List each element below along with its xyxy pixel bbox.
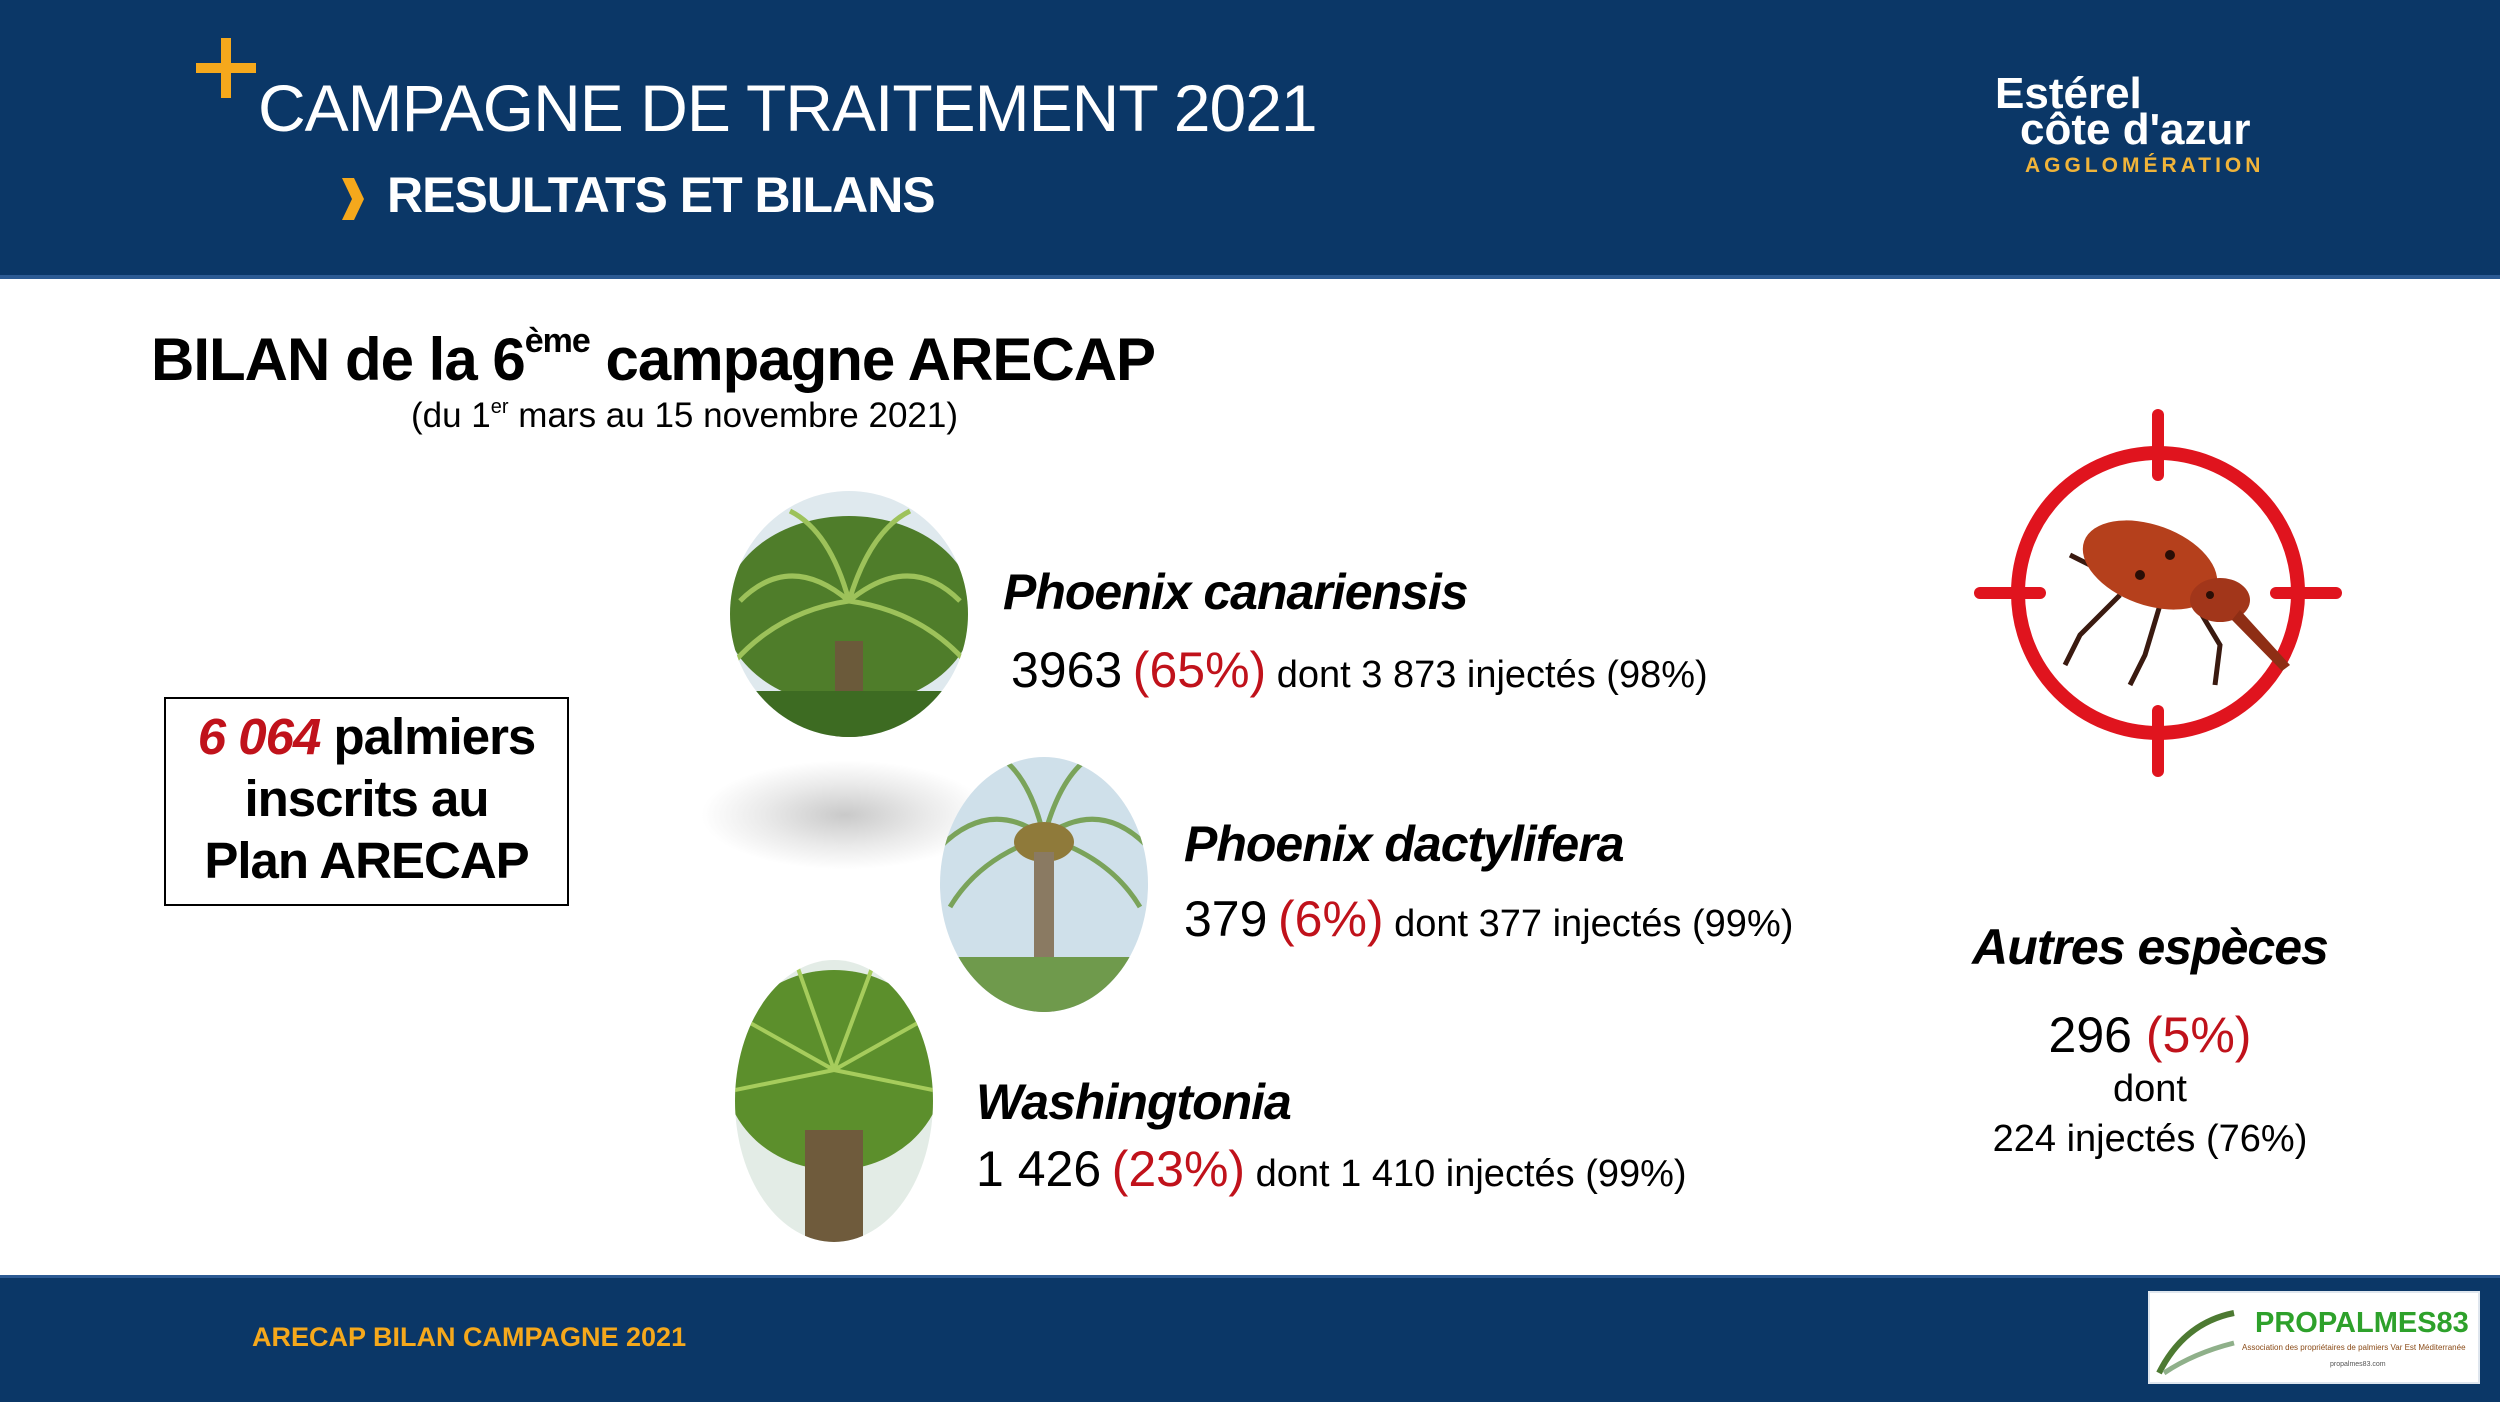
slide-title: CAMPAGNE DE TRAITEMENT 2021 <box>258 71 1318 145</box>
propalmes-logo: PROPALMES83 Association des propriétaire… <box>2148 1291 2480 1384</box>
other-species: Autres espèces 296 (5%) dont 224 injecté… <box>1900 918 2400 1164</box>
species-stats: 1 426 (23%) dont 1 410 injectés (99%) <box>976 1140 1687 1198</box>
esterel-logo: Estérel côte d'azur AGGLOMÉRATION <box>1990 72 2280 182</box>
logo-line1: Estérel <box>1995 69 2142 118</box>
dates-text: (du 1 <box>411 396 491 435</box>
species-name: Phoenix canariensis <box>1003 564 1469 620</box>
heading-text-end: campagne ARECAP <box>589 326 1156 393</box>
species-stats: 379 (6%) dont 377 injectés (99%) <box>1184 890 1793 948</box>
species-detail: dont 3 873 injectés (98%) <box>1276 654 1708 696</box>
phoenix-canariensis-photo <box>730 491 968 737</box>
page-heading: BILAN de la 6ème campagne ARECAP <box>151 322 1156 394</box>
plus-icon <box>196 38 256 98</box>
image-shadow <box>700 760 990 870</box>
weevil-target-icon <box>1974 409 2342 777</box>
other-species-name: Autres espèces <box>1972 919 2329 975</box>
phoenix-dactylifera-photo <box>940 757 1148 1012</box>
summary-text: palmiers <box>320 708 536 765</box>
washingtonia-photo <box>735 960 933 1242</box>
species-detail: dont 377 injectés (99%) <box>1394 903 1794 945</box>
propalmes-tagline: Association des propriétaires de palmier… <box>2242 1343 2466 1352</box>
summary-box: 6 064 palmiers inscrits au Plan ARECAP <box>164 697 569 906</box>
other-count: 296 <box>2048 1007 2132 1063</box>
other-detail: 224 injectés (76%) <box>1992 1118 2308 1160</box>
date-range: (du 1er mars au 15 novembre 2021) <box>411 396 958 436</box>
species-name: Phoenix dactylifera <box>1184 816 1624 872</box>
logo-line2: côte d'azur <box>2020 105 2251 154</box>
slide-subtitle: RESULTATS ET BILANS <box>387 167 936 223</box>
dates-sup: er <box>490 396 509 418</box>
species-count: 3963 <box>1011 642 1123 698</box>
species-percent: (65%) <box>1132 642 1267 698</box>
palm-frond-icon <box>2156 1310 2235 1376</box>
species-name: Washingtonia <box>976 1074 1292 1130</box>
summary-text: Plan ARECAP <box>204 832 529 889</box>
species-count: 379 <box>1184 891 1268 947</box>
species-stats: 3963 (65%) dont 3 873 injectés (98%) <box>1011 641 1708 699</box>
propalmes-name: PROPALMES83 <box>2255 1307 2469 1339</box>
other-species-count: 296 (5%) <box>1900 1006 2400 1064</box>
propalmes-site: propalmes83.com <box>2330 1361 2386 1368</box>
chevron-right-icon <box>342 178 364 220</box>
species-percent: (6%) <box>1278 891 1384 947</box>
header-banner <box>0 0 2500 279</box>
logo-line3: AGGLOMÉRATION <box>2025 154 2265 177</box>
footer-banner <box>0 1275 2500 1402</box>
total-count: 6 064 <box>197 708 322 765</box>
heading-sup: ème <box>524 322 591 360</box>
species-count: 1 426 <box>976 1141 1102 1197</box>
species-percent: (23%) <box>1111 1141 1246 1197</box>
summary-text: inscrits au <box>244 770 489 827</box>
species-detail: dont 1 410 injectés (99%) <box>1255 1153 1687 1195</box>
other-percent: (5%) <box>2145 1007 2252 1063</box>
footer-text: ARECAP BILAN CAMPAGNE 2021 <box>252 1322 687 1352</box>
dates-text-end: mars au 15 novembre 2021) <box>508 396 958 435</box>
heading-text: BILAN de la 6 <box>151 326 526 393</box>
other-dont: dont <box>2113 1068 2187 1110</box>
